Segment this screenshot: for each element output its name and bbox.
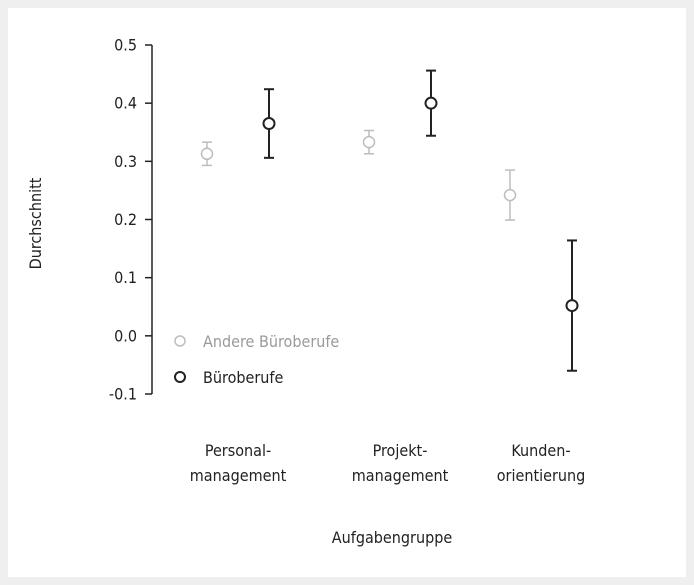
x-category-label-line1: Projekt-	[373, 441, 428, 460]
x-category-label-line1: Personal-	[205, 441, 271, 460]
y-tick-label: 0.1	[114, 268, 137, 287]
legend-label: Andere Büroberufe	[203, 332, 339, 351]
legend-label: Büroberufe	[203, 368, 283, 387]
x-category-label: Kunden-orientierung	[497, 441, 586, 485]
x-axis-title: Aufgabengruppe	[332, 528, 453, 547]
y-tick-label: 0.2	[114, 210, 137, 229]
y-axis-title: Durchschnitt	[26, 177, 45, 269]
mean-point	[200, 147, 214, 161]
legend-entry: Büroberufe	[174, 368, 283, 387]
error-bar-chart: 0.5 0.4 0.3 0.2 0.1 0.0 -0.1 Durchschnitt Pers…	[26, 36, 585, 548]
x-category-labels: Personal-managementProjekt-managementKun…	[190, 441, 585, 485]
x-category-label-line2: management	[190, 466, 287, 485]
series-group	[200, 69, 579, 372]
y-axis-ticks: 0.5 0.4 0.3 0.2 0.1 0.0 -0.1	[109, 36, 152, 404]
legend-marker	[174, 371, 186, 383]
legend-entry: Andere Büroberufe	[174, 332, 339, 351]
x-category-label: Projekt-management	[352, 441, 449, 485]
series-andere-bueroberufe	[200, 129, 517, 221]
mean-point	[262, 117, 276, 131]
x-category-label-line2: orientierung	[497, 466, 586, 485]
x-category-label-line1: Kunden-	[511, 441, 570, 460]
x-category-label: Personal-management	[190, 441, 287, 485]
series-bueroberufe	[262, 69, 579, 372]
x-category-label-line2: management	[352, 466, 449, 485]
legend: Andere Büroberufe Büroberufe	[174, 332, 339, 387]
mean-point	[565, 299, 579, 313]
chart-card: 0.5 0.4 0.3 0.2 0.1 0.0 -0.1 Durchschnitt Pers…	[8, 8, 686, 577]
y-tick-label: 0.0	[114, 326, 137, 345]
y-tick-label: 0.4	[114, 94, 137, 113]
mean-point	[424, 96, 438, 110]
mean-point	[362, 135, 376, 149]
y-tick-label: 0.3	[114, 152, 137, 171]
legend-marker	[174, 335, 186, 347]
mean-point	[503, 188, 517, 202]
y-tick-label: -0.1	[109, 385, 137, 404]
y-tick-label: 0.5	[114, 36, 137, 55]
